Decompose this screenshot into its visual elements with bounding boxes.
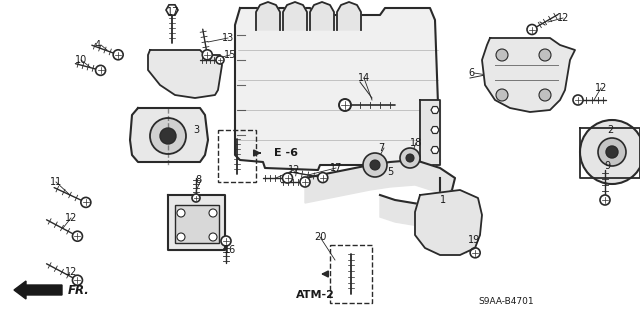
Text: E -6: E -6 (274, 148, 298, 158)
Text: 12: 12 (595, 83, 607, 93)
Polygon shape (256, 2, 280, 30)
Bar (175, 205, 219, 243)
Polygon shape (431, 146, 439, 153)
Text: FR.: FR. (68, 284, 90, 296)
Circle shape (318, 173, 328, 182)
Polygon shape (148, 50, 222, 98)
Polygon shape (305, 160, 455, 225)
Circle shape (539, 49, 551, 61)
Circle shape (282, 173, 292, 183)
Text: 12: 12 (65, 213, 77, 223)
Text: 14: 14 (358, 73, 371, 83)
Text: 4: 4 (95, 40, 101, 50)
Text: 13: 13 (222, 33, 234, 43)
Polygon shape (431, 107, 439, 114)
Circle shape (539, 89, 551, 101)
Circle shape (598, 138, 626, 166)
Circle shape (221, 236, 231, 246)
Text: 19: 19 (468, 235, 480, 245)
Circle shape (300, 177, 310, 187)
Circle shape (573, 95, 583, 105)
Text: ATM-2: ATM-2 (296, 290, 335, 300)
Circle shape (177, 209, 185, 217)
Text: 11: 11 (50, 177, 62, 187)
Polygon shape (166, 5, 178, 15)
Circle shape (72, 275, 83, 285)
Polygon shape (431, 127, 439, 133)
Circle shape (400, 148, 420, 168)
Circle shape (470, 248, 480, 258)
Polygon shape (482, 38, 575, 112)
Text: 5: 5 (387, 167, 393, 177)
Circle shape (580, 120, 640, 184)
Text: 1: 1 (440, 195, 446, 205)
Text: 18: 18 (410, 138, 422, 148)
Text: 17: 17 (330, 163, 342, 173)
Circle shape (363, 153, 387, 177)
Polygon shape (415, 190, 482, 255)
Text: 17: 17 (167, 7, 179, 17)
Circle shape (496, 49, 508, 61)
Circle shape (209, 209, 217, 217)
Polygon shape (283, 2, 307, 30)
Text: 20: 20 (314, 232, 326, 242)
Circle shape (496, 89, 508, 101)
Circle shape (600, 195, 610, 205)
Circle shape (339, 99, 351, 111)
Text: 12: 12 (65, 267, 77, 277)
Polygon shape (337, 2, 361, 30)
Polygon shape (168, 195, 225, 250)
FancyArrow shape (14, 281, 62, 299)
Polygon shape (310, 2, 334, 30)
Polygon shape (420, 100, 440, 165)
Circle shape (113, 50, 123, 60)
Circle shape (527, 25, 537, 34)
Polygon shape (130, 108, 208, 162)
Circle shape (370, 160, 380, 170)
Circle shape (192, 194, 200, 202)
Circle shape (81, 197, 91, 207)
Text: 6: 6 (468, 68, 474, 78)
Polygon shape (235, 8, 440, 170)
Circle shape (209, 233, 217, 241)
Polygon shape (380, 195, 475, 257)
Text: 2: 2 (607, 125, 613, 135)
Text: 12: 12 (288, 165, 300, 175)
Bar (218, 130, 256, 182)
Text: 9: 9 (604, 161, 610, 171)
Text: 7: 7 (378, 143, 384, 153)
Text: 10: 10 (75, 55, 87, 65)
Text: 12: 12 (557, 13, 570, 23)
Circle shape (177, 233, 185, 241)
Bar (330, 245, 372, 303)
Text: S9AA-B4701: S9AA-B4701 (478, 298, 534, 307)
Circle shape (72, 231, 83, 241)
Circle shape (406, 154, 414, 162)
Circle shape (160, 128, 176, 144)
Circle shape (150, 118, 186, 154)
Text: 15: 15 (224, 50, 236, 60)
Circle shape (95, 65, 106, 75)
Text: 8: 8 (195, 175, 201, 185)
Text: 3: 3 (193, 125, 199, 135)
Circle shape (606, 146, 618, 158)
Circle shape (216, 56, 224, 64)
Text: 16: 16 (224, 245, 236, 255)
Circle shape (202, 50, 212, 60)
